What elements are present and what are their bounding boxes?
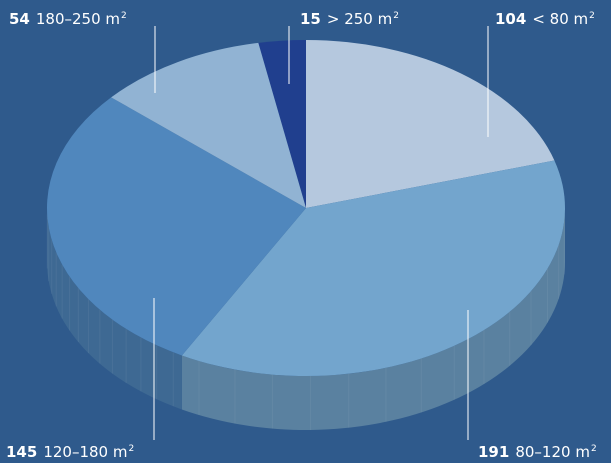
label-category: 180–250 (35, 10, 101, 28)
label-unit: m (105, 10, 121, 28)
label-unit-sup: 2 (128, 444, 135, 454)
label-slice-145: 145 120–180 m2 (6, 443, 134, 461)
label-category: < 80 (532, 10, 569, 28)
leader-lines (153, 26, 489, 440)
label-slice-15: 15 > 250 m2 (300, 10, 399, 28)
label-unit-sup: 2 (121, 11, 127, 21)
label-unit-sup: 2 (590, 444, 597, 454)
label-unit-sup: 2 (393, 11, 399, 21)
label-value: 54 (9, 10, 30, 28)
pie-top-layer (46, 40, 565, 376)
label-unit: m (573, 10, 589, 28)
pie-slice-15 (258, 40, 306, 208)
label-value: 15 (300, 10, 321, 28)
label-category: 120–180 (43, 443, 109, 461)
label-value: 191 (478, 443, 510, 461)
pie-slice-191 (181, 160, 565, 376)
pie-side-191 (181, 208, 565, 431)
label-unit: m (377, 10, 393, 28)
label-value: 145 (6, 443, 38, 461)
label-unit: m (575, 443, 590, 461)
label-slice-191: 191 80–120 m2 (478, 443, 597, 461)
pie-slice-104 (306, 40, 555, 208)
label-value: 104 (495, 10, 527, 28)
label-unit: m (112, 443, 128, 461)
label-category: > 250 (326, 10, 373, 28)
pie-slice-54 (111, 42, 306, 209)
label-slice-104: 104 < 80 m2 (495, 10, 595, 28)
pie-side-145 (47, 208, 182, 410)
pie-side-layer (46, 208, 565, 431)
label-unit-sup: 2 (589, 11, 595, 21)
label-slice-54: 54 180–250 m2 (9, 10, 127, 28)
pie-slice-145 (46, 97, 306, 356)
label-category: 80–120 (515, 443, 571, 461)
